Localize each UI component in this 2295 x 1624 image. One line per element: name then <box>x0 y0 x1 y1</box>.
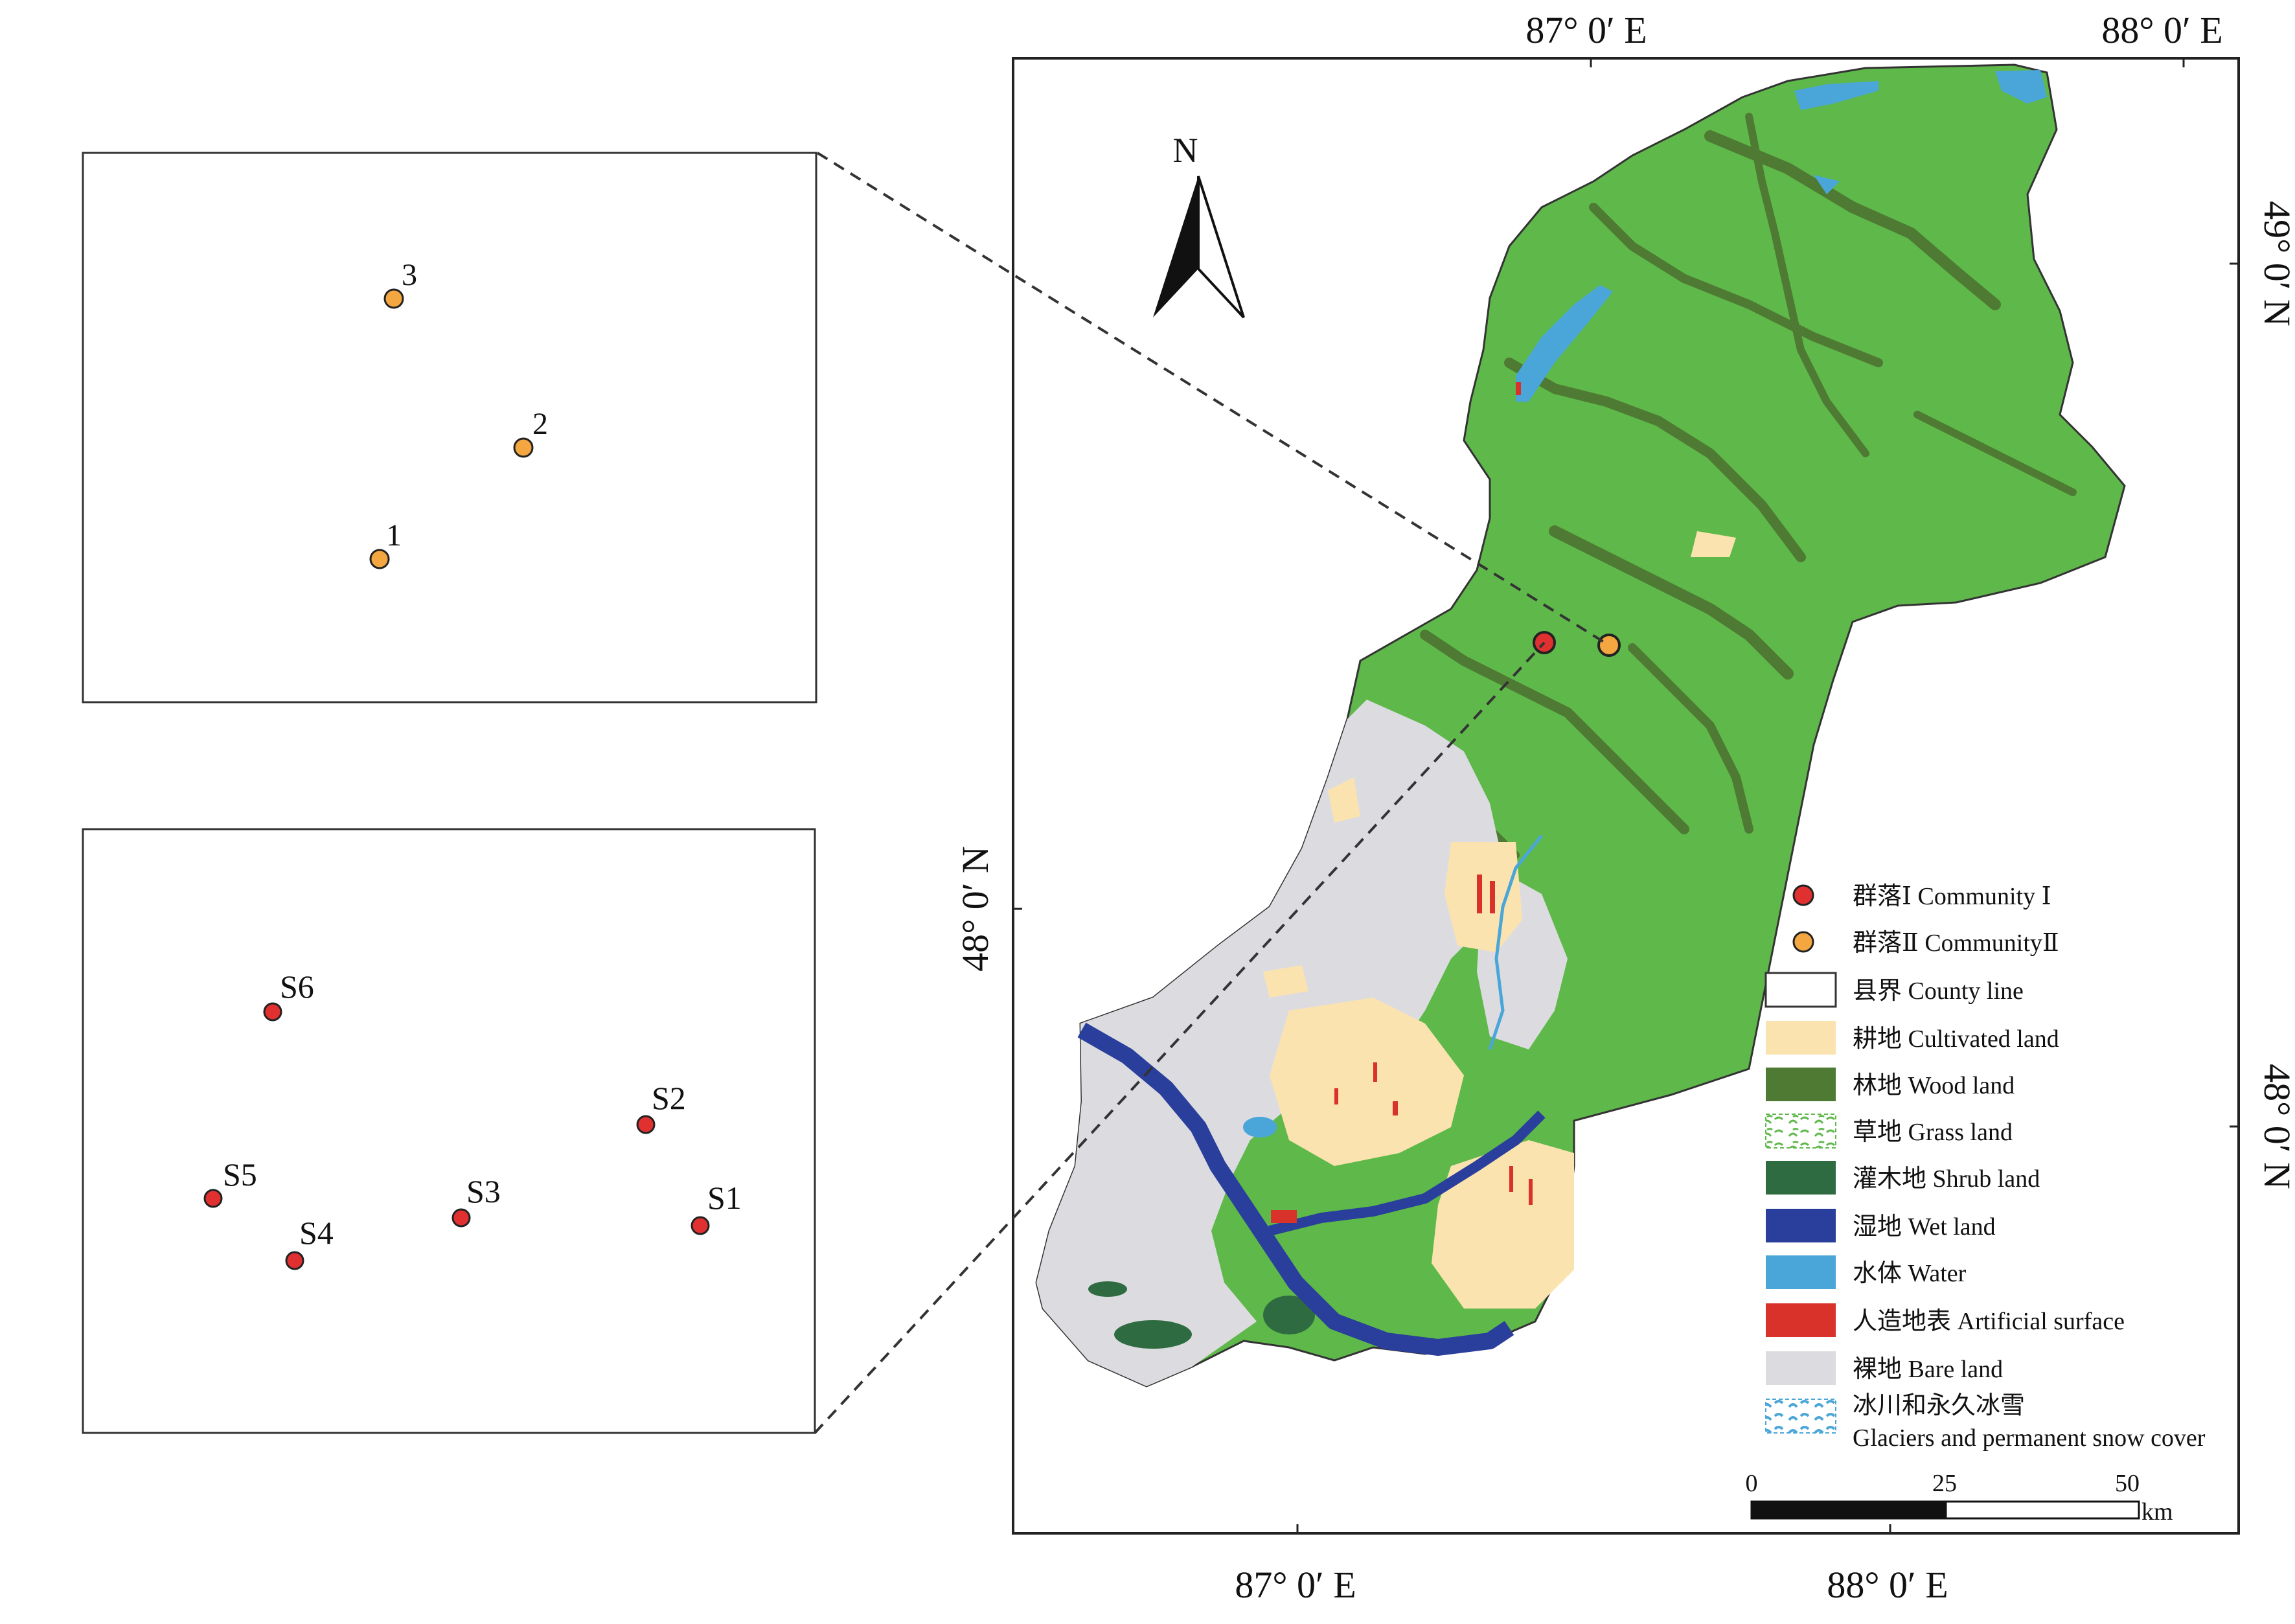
legend-cultivated-swatch <box>1766 1021 1836 1055</box>
legend-shrub-label: 灌木地 Shrub land <box>1853 1165 2040 1193</box>
bottom-lon-label-87: 87° 0′ E <box>1235 1564 1356 1606</box>
wet-land-river <box>1268 1110 1546 1236</box>
legend-community2-icon <box>1792 931 1814 953</box>
graticule-ticks <box>1013 58 2239 1533</box>
scale-bar: 0 25 50 km <box>1746 1470 2173 1526</box>
legend-artificial-swatch <box>1766 1303 1836 1337</box>
legend-wood-label: 林地 Wood land <box>1853 1072 2015 1099</box>
inset-community2-frame <box>82 152 817 703</box>
legend-glacier-label-zh: 冰川和永久冰雪 <box>1853 1392 2025 1419</box>
point-3-label: 3 <box>402 258 417 292</box>
top-lon-label-87: 87° 0′ E <box>1525 9 1647 51</box>
legend-wet-label: 湿地 Wet land <box>1853 1213 1996 1241</box>
scale-tick-25: 25 <box>1932 1470 1957 1497</box>
point-s1-marker <box>691 1216 710 1235</box>
legend-community1-icon <box>1792 884 1814 906</box>
legend-county-line-swatch <box>1764 972 1837 1008</box>
point-2-marker <box>513 437 534 458</box>
point-1-marker <box>369 549 390 569</box>
legend-glacier-label-en: Glaciers and permanent snow cover <box>1853 1424 2206 1452</box>
point-s1-label: S1 <box>707 1180 742 1216</box>
point-s4-marker <box>285 1251 304 1270</box>
point-s3-label: S3 <box>466 1173 501 1209</box>
left-lat-label-48: 48° 0′ N <box>954 846 996 972</box>
bare-land <box>1036 700 1503 1386</box>
cultivated-land <box>1263 531 1736 1309</box>
right-lat-label-48: 48° 0′ N <box>2256 1064 2295 1189</box>
river <box>1488 834 1543 1050</box>
shrub-land <box>1088 1281 1315 1349</box>
legend-artificial-label: 人造地表 Artificial surface <box>1853 1308 2125 1335</box>
north-arrow-label: N <box>1173 131 1198 170</box>
legend-shrub-swatch <box>1766 1161 1836 1195</box>
land-cover-map <box>1035 63 2126 1388</box>
point-3-marker <box>383 288 404 309</box>
scale-unit: km <box>2141 1498 2173 1526</box>
artificial-surface <box>1271 382 1533 1223</box>
point-s6-marker <box>263 1002 282 1022</box>
inset-connector-lines <box>814 152 1610 1434</box>
map-community2-marker <box>1597 634 1621 657</box>
point-1-label: 1 <box>386 518 402 553</box>
legend-wood-swatch <box>1766 1068 1836 1101</box>
point-s5-marker <box>203 1189 223 1208</box>
point-s4-label: S4 <box>299 1215 334 1251</box>
scale-tick-50: 50 <box>2115 1470 2140 1497</box>
scale-tick-0: 0 <box>1746 1470 1758 1497</box>
right-lat-label-49: 49° 0′ N <box>2256 201 2295 326</box>
inset-community1-points: S6 S2 S5 S3 S1 S4 <box>203 968 742 1270</box>
point-s2-marker <box>636 1115 656 1134</box>
legend-bare-swatch <box>1766 1351 1836 1385</box>
bottom-lon-label-88: 88° 0′ E <box>1827 1564 1948 1606</box>
point-s6-label: S6 <box>280 968 314 1005</box>
legend-water-label: 水体 Water <box>1853 1260 1967 1287</box>
legend-glacier-swatch <box>1765 1399 1836 1434</box>
point-s5-label: S5 <box>223 1156 257 1193</box>
point-2-label: 2 <box>532 407 548 441</box>
legend-cultivated-label: 耕地 Cultivated land <box>1853 1025 2059 1053</box>
wood-land <box>1389 113 2077 859</box>
legend-county-line-label: 县界 County line <box>1853 978 2024 1005</box>
legend-grass-swatch <box>1765 1114 1836 1149</box>
wet-land <box>1077 1022 1514 1356</box>
top-lon-label-88: 88° 0′ E <box>2101 9 2222 51</box>
point-s2-label: S2 <box>652 1080 686 1116</box>
legend-community2-label: 群落Ⅱ CommunityⅡ <box>1853 930 2059 957</box>
legend-grass-label: 草地 Grass land <box>1853 1119 2013 1146</box>
north-arrow-icon: N <box>1153 131 1245 319</box>
legend-community1-label: 群落Ⅰ Community Ⅰ <box>1853 883 2051 910</box>
point-s3-marker <box>451 1208 471 1228</box>
legend-bare-label: 裸地 Bare land <box>1853 1356 2003 1383</box>
legend: 群落Ⅰ Community Ⅰ 群落Ⅱ CommunityⅡ 县界 County… <box>1764 883 2206 1452</box>
inset-community2-points: 3 2 1 <box>369 258 548 569</box>
legend-water-swatch <box>1766 1255 1836 1289</box>
water-bodies <box>1243 70 2047 1138</box>
inset-community1-frame <box>82 828 816 1434</box>
legend-wet-swatch <box>1766 1209 1836 1242</box>
